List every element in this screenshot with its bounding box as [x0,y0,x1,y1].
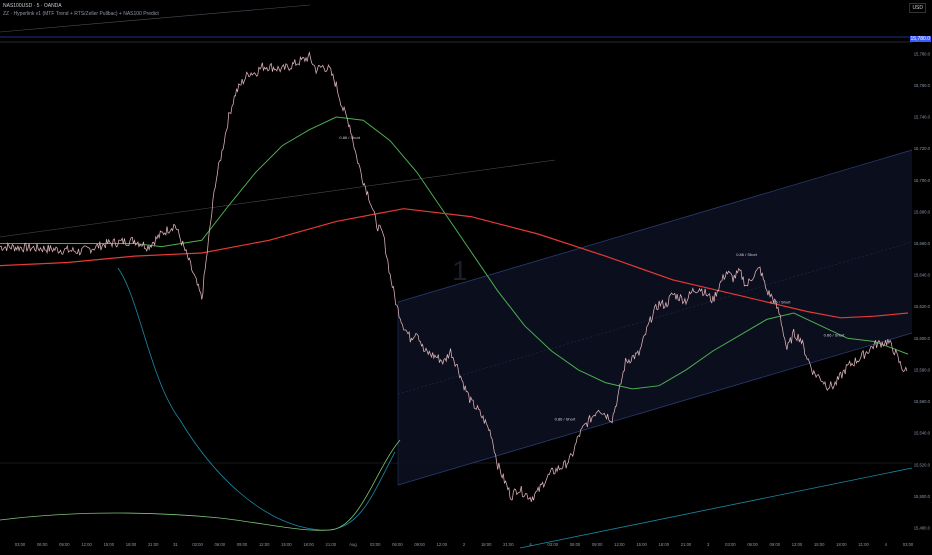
oscillator-green [0,439,401,531]
x-tick-label-29: 18:00 [659,542,670,547]
channel-fill [398,150,912,485]
trendline-mid [0,159,556,238]
y-tick-label-5: 15,680.0 [914,209,931,214]
x-tick-label-2: 09:00 [59,542,70,547]
x-tick-label-4: 15:00 [104,542,115,547]
x-tick-label-26: 09:00 [592,542,603,547]
x-tick-label-25: 06:00 [570,542,581,547]
y-tick-label-15: 15,480.0 [914,526,931,531]
x-tick-label-8: 03:00 [192,542,203,547]
x-tick-label-16: 03:00 [370,542,381,547]
trendline-top [0,4,311,33]
price-line [0,51,908,502]
x-tick-label-38: 21:00 [858,542,869,547]
long-trend-cyan [519,467,913,549]
y-tick-label-4: 15,700.0 [914,178,931,183]
channel-mid [397,241,913,395]
y-tick-label-3: 15,720.0 [914,146,931,151]
y-tick-label-6: 15,660.0 [914,241,931,246]
current-price-tag: 15,780.0 [909,36,931,42]
x-tick-label-1: 06:00 [37,542,48,547]
y-tick-label-13: 15,520.0 [914,462,931,467]
x-tick-label-22: 21:00 [503,542,514,547]
signal-annotation-1: 0.86 / Short [555,417,577,422]
x-tick-label-11: 12:00 [259,542,270,547]
x-tick-label-19: 12:00 [437,542,448,547]
currency-label[interactable]: USD [909,3,926,13]
signal-annotation-3: 0.86 / Short [770,300,792,305]
x-tick-label-18: 09:00 [414,542,425,547]
y-tick-label-11: 15,560.0 [914,399,931,404]
red-moving-average [0,208,909,319]
channel-lower [397,332,913,486]
signal-annotation-4: 0.86 / Short [824,333,846,338]
x-tick-label-30: 21:00 [681,542,692,547]
y-tick-label-7: 15,640.0 [914,273,931,278]
x-tick-label-13: 18:00 [303,542,314,547]
y-tick-label-1: 15,760.0 [914,83,931,88]
x-tick-label-12: 15:00 [281,542,292,547]
x-tick-label-37: 18:00 [836,542,847,547]
symbol-header: NAS100USD · 5 · OANDA [3,3,62,9]
x-tick-label-17: 06:00 [392,542,403,547]
x-tick-label-40: 03:00 [903,542,914,547]
x-tick-label-34: 09:00 [770,542,781,547]
indicator-header: ZZ · Hyperlink v1 (MTF Trend + RTS/Zelle… [3,11,159,17]
x-tick-label-14: 21:00 [326,542,337,547]
channel-upper [397,149,913,303]
x-tick-label-36: 15:00 [814,542,825,547]
x-tick-label-32: 03:00 [725,542,736,547]
x-tick-label-35: 12:00 [792,542,803,547]
x-tick-label-6: 21:00 [148,542,159,547]
x-tick-label-28: 15:00 [636,542,647,547]
y-tick-label-2: 15,740.0 [914,115,931,120]
x-tick-label-20: 2 [463,542,466,547]
x-tick-label-23: 4 [529,542,532,547]
x-tick-label-10: 09:00 [237,542,248,547]
x-tick-label-15: Aug [349,542,357,547]
x-tick-label-33: 06:00 [747,542,758,547]
y-tick-label-12: 15,540.0 [914,431,931,436]
x-tick-label-0: 03:00 [15,542,26,547]
y-tick-label-9: 15,600.0 [914,336,931,341]
y-tick-label-0: 15,780.0 [914,51,931,56]
y-tick-label-10: 15,580.0 [914,367,931,372]
x-tick-label-31: 3 [707,542,710,547]
x-tick-label-3: 12:00 [81,542,92,547]
x-tick-label-7: 31 [173,542,178,547]
x-tick-label-21: 18:00 [481,542,492,547]
x-tick-label-39: 4 [885,542,888,547]
green-moving-average [0,116,909,390]
oscillator-cyan [117,267,396,531]
x-tick-label-5: 18:00 [126,542,137,547]
y-tick-label-8: 15,620.0 [914,304,931,309]
signal-annotation-2: 0.86 / Short [736,252,758,257]
x-tick-label-24: 03:00 [548,542,559,547]
y-axis-panel [912,0,932,550]
signal-annotation-0: 0.86 / Short [339,135,361,140]
x-tick-label-9: 06:00 [215,542,226,547]
watermark: 1 [452,255,468,286]
y-tick-label-14: 15,500.0 [914,494,931,499]
x-tick-label-27: 12:00 [614,542,625,547]
